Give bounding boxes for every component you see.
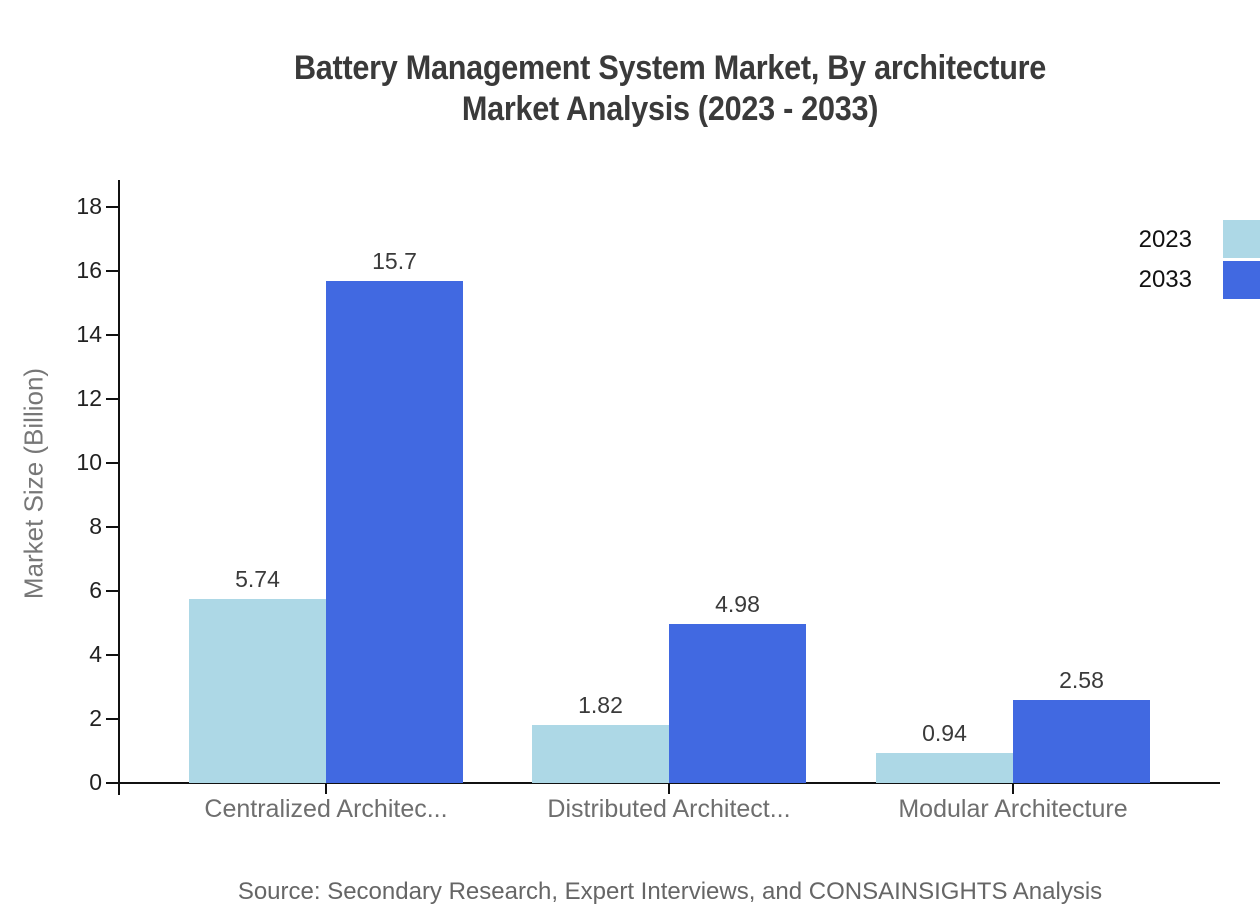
y-tick-mark — [106, 526, 119, 528]
y-tick-mark — [106, 462, 119, 464]
y-tick-mark — [106, 398, 119, 400]
bar-value-label: 1.82 — [578, 691, 623, 718]
bar-value-label: 0.94 — [922, 719, 967, 746]
y-tick-label: 4 — [89, 641, 102, 667]
y-tick-mark — [106, 782, 119, 784]
bar-2023-1 — [189, 599, 326, 783]
bar-2033-2 — [669, 623, 806, 783]
bar-2033-3 — [1013, 700, 1150, 783]
y-tick-mark — [106, 334, 119, 336]
x-tick-mark — [1012, 783, 1014, 794]
y-tick-mark — [106, 206, 119, 208]
y-tick-mark — [106, 270, 119, 272]
y-tick-label: 16 — [76, 257, 102, 283]
y-tick-mark — [106, 718, 119, 720]
y-tick-label: 10 — [76, 449, 102, 475]
legend-label-2023: 2023 — [1138, 226, 1192, 253]
chart-title-line1: Battery Management System Market, By arc… — [293, 49, 1047, 87]
bar-value-label: 15.7 — [372, 247, 417, 274]
y-tick-label: 2 — [89, 705, 102, 731]
bar-value-label: 4.98 — [715, 590, 760, 617]
bar-2023-3 — [876, 752, 1013, 783]
y-tick-label: 6 — [89, 577, 102, 603]
y-tick-label: 0 — [89, 769, 102, 795]
bar-2023-2 — [532, 724, 669, 783]
legend-label-2033: 2033 — [1138, 266, 1192, 293]
source-attribution: Source: Secondary Research, Expert Inter… — [237, 878, 1103, 905]
bar-value-label: 5.74 — [235, 566, 280, 593]
legend-swatch-2033 — [1223, 261, 1260, 299]
y-tick-label: 14 — [76, 321, 102, 347]
category-label-1: Centralized Architec... — [204, 795, 448, 823]
chart-title-line2: Market Analysis (2023 - 2033) — [461, 90, 879, 128]
y-tick-label: 18 — [76, 193, 102, 219]
bar-value-label: 2.58 — [1059, 667, 1104, 694]
x-tick-mark — [325, 783, 327, 794]
category-label-2: Distributed Architect... — [547, 795, 791, 823]
bar-2033-1 — [326, 280, 463, 783]
y-tick-mark — [106, 590, 119, 592]
y-tick-label: 12 — [76, 385, 102, 411]
y-tick-mark — [106, 654, 119, 656]
chart-title: Battery Management System Market, By arc… — [175, 48, 1165, 130]
category-label-3: Modular Architecture — [898, 795, 1128, 823]
y-tick-label: 8 — [89, 513, 102, 539]
x-tick-mark — [668, 783, 670, 794]
legend-swatch-2023 — [1223, 220, 1260, 258]
y-axis-line — [118, 180, 120, 795]
